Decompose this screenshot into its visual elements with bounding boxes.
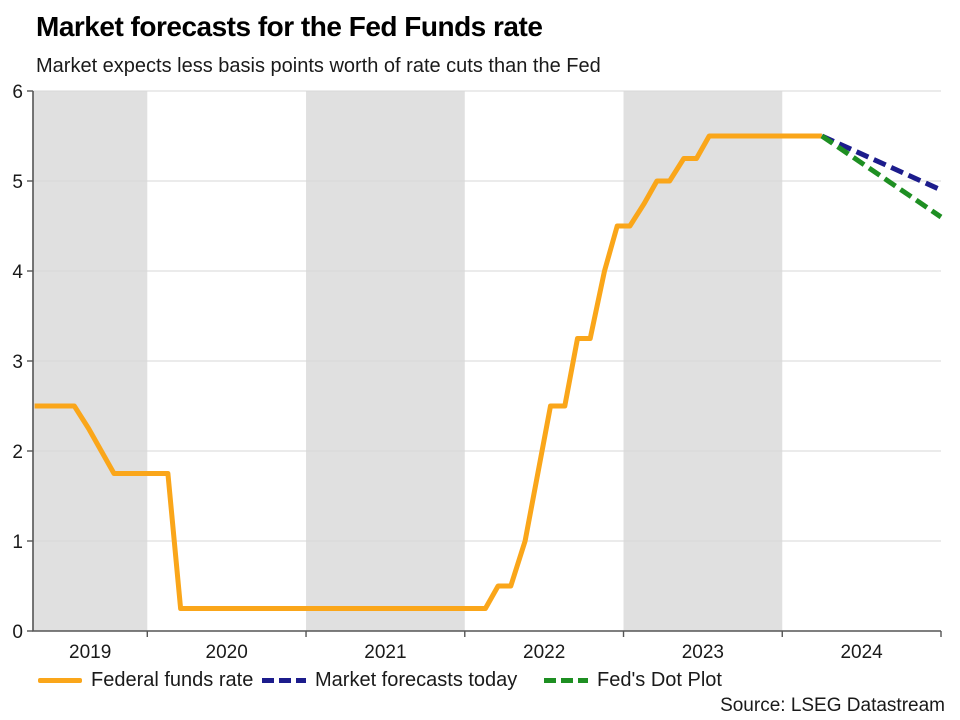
x-tick-label: 2022 bbox=[523, 642, 565, 663]
legend-label-federal-funds-rate: Federal funds rate bbox=[91, 668, 254, 691]
series-line-federal-funds-rate bbox=[34, 133, 822, 611]
legend-item-dot-plot: Fed's Dot Plot bbox=[544, 666, 722, 694]
y-tick-label: 1 bbox=[12, 532, 23, 553]
legend-label-market-forecasts: Market forecasts today bbox=[315, 668, 518, 691]
x-tick-label: 2020 bbox=[206, 642, 248, 663]
y-tick-label: 6 bbox=[12, 82, 23, 103]
x-tick-label: 2019 bbox=[69, 642, 111, 663]
legend-label-dot-plot: Fed's Dot Plot bbox=[597, 668, 722, 691]
y-tick-label: 5 bbox=[12, 172, 23, 193]
chart-title: Market forecasts for the Fed Funds rate bbox=[36, 11, 543, 42]
series-line-market-forecasts-today bbox=[820, 133, 943, 193]
dot-plot-dashed-line-swatch bbox=[544, 677, 588, 683]
legend-item-market-forecasts: Market forecasts today bbox=[262, 666, 517, 694]
legend-item-federal-funds-rate: Federal funds rate bbox=[38, 666, 253, 694]
y-tick-label: 3 bbox=[12, 352, 23, 373]
source-attribution: Source: LSEG Datastream bbox=[720, 695, 945, 716]
market-forecasts-dashed-line-swatch bbox=[262, 677, 306, 683]
y-tick-label: 2 bbox=[12, 442, 23, 463]
y-tick-label: 4 bbox=[12, 262, 23, 283]
x-tick-label: 2021 bbox=[364, 642, 406, 663]
federal-funds-rate-line-swatch bbox=[38, 677, 82, 683]
y-tick-label: 0 bbox=[12, 622, 23, 643]
chart-legend: Federal funds rate Market forecasts toda… bbox=[0, 666, 960, 694]
chart-subtitle: Market expects less basis points worth o… bbox=[36, 55, 601, 77]
x-tick-label: 2024 bbox=[840, 642, 883, 663]
series-line-fed-s-dot-plot bbox=[820, 133, 943, 220]
x-tick-label: 2023 bbox=[682, 642, 724, 663]
